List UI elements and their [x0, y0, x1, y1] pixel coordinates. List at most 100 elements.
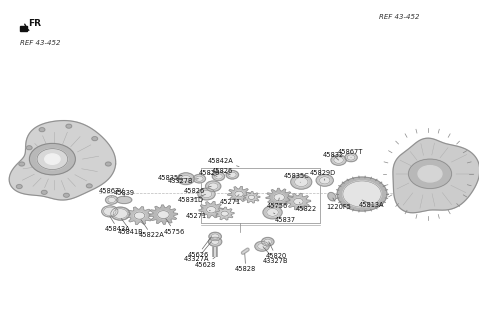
Text: 45822A: 45822A	[139, 219, 164, 238]
Text: 45841B: 45841B	[118, 218, 144, 235]
Circle shape	[263, 206, 282, 219]
Text: 45837: 45837	[274, 213, 296, 222]
Circle shape	[111, 207, 130, 220]
Circle shape	[29, 143, 75, 175]
Polygon shape	[149, 205, 178, 224]
Circle shape	[345, 153, 357, 162]
Polygon shape	[266, 188, 293, 206]
Polygon shape	[393, 138, 480, 213]
Bar	[20, 26, 26, 31]
Circle shape	[274, 194, 285, 201]
Text: 45756: 45756	[164, 218, 185, 235]
Circle shape	[201, 191, 212, 198]
Circle shape	[102, 206, 118, 217]
Circle shape	[208, 237, 222, 246]
Polygon shape	[215, 207, 234, 220]
Text: 45822: 45822	[295, 203, 317, 212]
Circle shape	[331, 155, 346, 165]
Text: 45867V: 45867V	[99, 188, 125, 197]
Circle shape	[262, 237, 274, 246]
Text: 45813A: 45813A	[359, 200, 384, 208]
Text: 45832: 45832	[322, 152, 343, 160]
Circle shape	[206, 207, 216, 213]
Text: FR: FR	[28, 19, 41, 28]
Circle shape	[205, 181, 221, 192]
Circle shape	[37, 149, 68, 170]
Text: 43327A: 43327A	[184, 242, 211, 262]
Circle shape	[195, 176, 203, 181]
Circle shape	[295, 177, 308, 187]
Circle shape	[104, 207, 116, 215]
Circle shape	[215, 174, 222, 179]
Polygon shape	[243, 192, 260, 203]
Circle shape	[209, 232, 221, 241]
Text: 45626: 45626	[187, 237, 211, 258]
Text: 45271: 45271	[185, 210, 210, 218]
Circle shape	[41, 190, 47, 194]
Circle shape	[92, 137, 97, 141]
Text: 45628: 45628	[195, 257, 216, 268]
Circle shape	[211, 239, 219, 244]
Circle shape	[228, 172, 236, 177]
Circle shape	[108, 197, 116, 203]
Circle shape	[320, 177, 330, 184]
Circle shape	[157, 211, 169, 218]
Circle shape	[408, 159, 452, 189]
Circle shape	[39, 128, 45, 132]
Circle shape	[334, 157, 343, 163]
Circle shape	[347, 155, 355, 160]
Text: 45826: 45826	[184, 186, 211, 194]
Text: REF 43-452: REF 43-452	[379, 14, 420, 20]
Circle shape	[26, 146, 32, 150]
Circle shape	[198, 188, 215, 200]
Circle shape	[106, 162, 111, 166]
Circle shape	[264, 239, 272, 244]
Circle shape	[337, 177, 387, 211]
Text: 45843A: 45843A	[105, 216, 131, 232]
Circle shape	[16, 185, 22, 189]
Ellipse shape	[117, 196, 132, 203]
Circle shape	[212, 172, 225, 181]
Polygon shape	[286, 193, 311, 210]
Text: 43327B: 43327B	[263, 247, 288, 264]
Circle shape	[86, 184, 92, 188]
Circle shape	[235, 191, 243, 197]
Polygon shape	[199, 201, 224, 218]
Text: 45831D: 45831D	[178, 195, 205, 203]
Circle shape	[255, 241, 269, 251]
Circle shape	[113, 209, 128, 218]
Text: 45271: 45271	[220, 195, 241, 205]
Circle shape	[208, 183, 218, 190]
Circle shape	[106, 196, 118, 204]
Text: 45820: 45820	[265, 242, 287, 259]
Circle shape	[193, 174, 205, 183]
Circle shape	[418, 166, 442, 182]
Ellipse shape	[328, 193, 336, 201]
Circle shape	[248, 195, 255, 199]
Circle shape	[316, 174, 333, 186]
Text: 45756: 45756	[267, 198, 288, 210]
Text: 45839: 45839	[114, 190, 135, 197]
Text: 45835C: 45835C	[158, 175, 185, 181]
Circle shape	[63, 193, 69, 197]
Circle shape	[291, 175, 312, 189]
Circle shape	[19, 162, 24, 166]
Text: REF 43-452: REF 43-452	[20, 40, 60, 46]
Polygon shape	[9, 121, 116, 200]
Polygon shape	[126, 207, 153, 225]
Circle shape	[181, 175, 191, 182]
Polygon shape	[228, 186, 251, 202]
Text: 1220F5: 1220F5	[326, 198, 351, 210]
Circle shape	[226, 171, 239, 179]
Text: 45829D: 45829D	[310, 170, 336, 180]
Circle shape	[221, 211, 228, 216]
Circle shape	[294, 198, 303, 205]
Text: 45826: 45826	[198, 170, 219, 176]
Text: 45826: 45826	[211, 168, 232, 175]
Text: 45867T: 45867T	[337, 149, 363, 157]
Text: 45828: 45828	[235, 254, 256, 272]
Circle shape	[258, 243, 266, 249]
Circle shape	[211, 234, 219, 239]
Circle shape	[45, 154, 60, 164]
Text: 45835C: 45835C	[284, 174, 309, 182]
